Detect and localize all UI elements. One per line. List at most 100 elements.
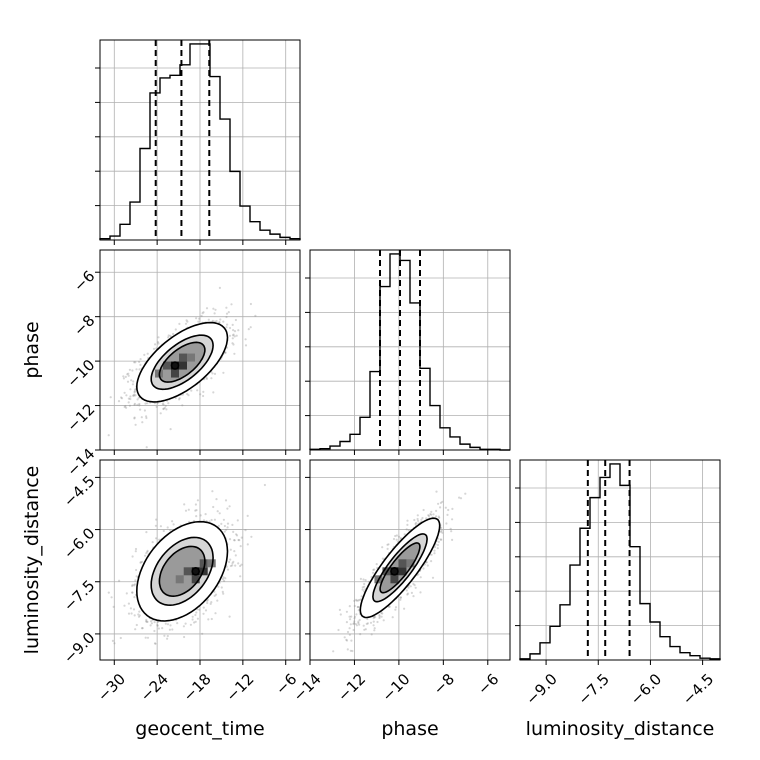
sample-point (149, 620, 153, 623)
sample-point (430, 510, 433, 513)
sample-point (159, 525, 162, 528)
sample-point (237, 329, 240, 332)
sample-point (450, 530, 453, 533)
sample-point (145, 618, 148, 622)
sample-point (345, 639, 349, 642)
sample-point (223, 524, 226, 528)
sample-point (123, 604, 126, 607)
sample-point (117, 400, 121, 403)
sample-point (360, 595, 363, 598)
sample-point (219, 318, 222, 321)
panel-frame (309, 249, 511, 451)
sample-point (131, 591, 134, 594)
sample-point (348, 615, 351, 618)
sample-point (357, 609, 360, 612)
sample-point (112, 605, 115, 609)
sample-point (406, 523, 409, 527)
sample-point (357, 599, 360, 602)
sample-point (359, 633, 362, 636)
sample-point (386, 547, 389, 551)
sample-point (249, 302, 252, 306)
sample-point (156, 620, 159, 624)
sample-point (429, 512, 432, 516)
sample-point (202, 394, 205, 398)
sample-point (391, 616, 394, 619)
sample-point (138, 360, 141, 363)
sample-point (194, 613, 197, 617)
sample-point (403, 533, 406, 536)
sample-point (358, 598, 361, 602)
sample-point (216, 510, 219, 513)
y-axis-label: luminosity_distance (21, 466, 43, 655)
sample-point (353, 599, 356, 603)
sample-point (184, 509, 188, 512)
sample-point (139, 358, 142, 361)
panel-frame (99, 459, 301, 661)
contour-line (379, 542, 421, 594)
sample-point (425, 517, 428, 520)
x-tick-label: −7.5 (575, 670, 613, 708)
sample-point (405, 589, 408, 592)
contour-line (135, 520, 229, 622)
sample-point (153, 621, 156, 624)
sample-point (146, 402, 149, 405)
sample-point (124, 375, 127, 378)
sample-point (425, 561, 428, 564)
sample-point (371, 571, 375, 574)
sample-point (211, 319, 214, 322)
sample-point (212, 505, 215, 509)
sample-point (451, 538, 454, 542)
sample-point (435, 515, 438, 518)
sample-point (406, 592, 410, 595)
sample-point (226, 522, 230, 525)
sample-point (376, 620, 379, 624)
sample-point (353, 604, 356, 608)
sample-point (346, 630, 350, 634)
contour-line (135, 321, 229, 403)
sample-point (399, 598, 402, 601)
density-bin (187, 353, 195, 362)
sample-point (394, 606, 398, 609)
sample-point (419, 591, 422, 594)
sample-point (355, 599, 358, 602)
sample-point (190, 389, 193, 392)
sample-point (184, 622, 187, 625)
y-tick-label: −9.0 (60, 629, 98, 667)
sample-point (231, 342, 234, 345)
sample-point (195, 317, 198, 320)
sample-point (141, 560, 144, 563)
sample-point (133, 403, 136, 406)
sample-point (234, 318, 237, 322)
sample-point (263, 483, 266, 487)
sample-point (223, 530, 226, 533)
sample-point (135, 568, 138, 572)
sample-point (196, 617, 199, 620)
sample-point (229, 558, 232, 561)
sample-point (184, 322, 188, 325)
sample-point (166, 623, 170, 626)
sample-point (187, 508, 190, 511)
sample-point (438, 516, 441, 519)
sample-point (451, 518, 454, 521)
sample-point (178, 398, 181, 401)
sample-point (127, 372, 130, 375)
sample-point (215, 498, 218, 501)
sample-point (140, 416, 143, 419)
sample-point (352, 628, 355, 632)
sample-point (413, 518, 416, 522)
sample-point (201, 632, 204, 635)
density-bin (175, 575, 184, 584)
sample-point (156, 623, 159, 627)
sample-point (392, 537, 396, 541)
sample-point (133, 402, 136, 405)
sample-point (218, 512, 221, 515)
sample-point (140, 627, 144, 630)
sample-point (161, 402, 164, 405)
sample-point (237, 538, 240, 542)
sample-point (372, 624, 375, 627)
sample-point (370, 633, 373, 636)
sample-point (235, 534, 239, 537)
density-bin (183, 567, 192, 576)
sample-point (196, 499, 199, 502)
sample-point (240, 536, 243, 539)
